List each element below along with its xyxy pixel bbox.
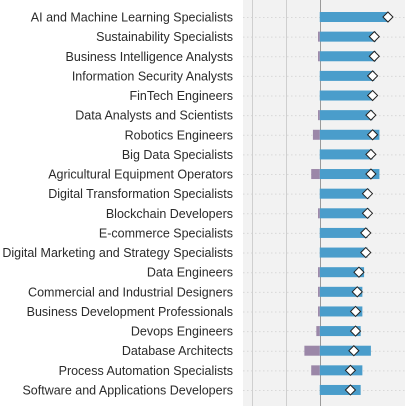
net-marker bbox=[366, 70, 379, 82]
bar-negative bbox=[318, 51, 320, 62]
bar-positive bbox=[319, 227, 368, 238]
bar-negative bbox=[312, 129, 320, 140]
net-marker bbox=[351, 286, 363, 298]
bar-positive bbox=[319, 51, 377, 62]
category-label: Big Data Specialists bbox=[122, 148, 233, 162]
net-marker bbox=[365, 109, 377, 121]
net-marker bbox=[353, 266, 365, 278]
bar-positive bbox=[319, 31, 377, 42]
bar-negative bbox=[304, 345, 320, 356]
category-label: Devops Engineers bbox=[131, 325, 233, 339]
bar-positive bbox=[319, 169, 380, 180]
category-label: Sustainability Specialists bbox=[96, 30, 233, 44]
bar-positive bbox=[319, 384, 361, 395]
net-marker bbox=[344, 384, 357, 396]
net-marker bbox=[366, 89, 379, 102]
bar-positive bbox=[319, 345, 371, 356]
category-label: Robotics Engineers bbox=[125, 128, 233, 142]
net-marker bbox=[349, 325, 362, 337]
net-marker bbox=[365, 148, 377, 161]
net-marker bbox=[361, 207, 374, 220]
bar-positive bbox=[319, 110, 373, 121]
category-label: E-commerce Specialists bbox=[99, 226, 233, 240]
bar-positive bbox=[319, 90, 373, 101]
bar-positive bbox=[319, 247, 368, 258]
bar-positive bbox=[319, 188, 370, 199]
bar-positive bbox=[319, 326, 361, 337]
category-label: Information Security Analysts bbox=[72, 69, 233, 83]
bar-positive bbox=[319, 149, 373, 160]
category-label: AI and Machine Learning Specialists bbox=[31, 11, 233, 25]
net-marker bbox=[344, 364, 357, 377]
net-marker bbox=[361, 187, 374, 200]
bar-positive bbox=[319, 208, 370, 219]
bar-negative bbox=[318, 306, 320, 317]
bar-negative bbox=[318, 208, 320, 219]
bar-negative bbox=[318, 267, 320, 278]
bar-negative bbox=[318, 110, 320, 121]
plot-area bbox=[243, 0, 405, 406]
bar-positive bbox=[319, 12, 388, 22]
category-label: Data Analysts and Scientists bbox=[75, 109, 233, 123]
net-marker bbox=[348, 345, 360, 357]
net-marker bbox=[382, 11, 394, 23]
net-marker bbox=[365, 168, 377, 180]
bar-positive bbox=[319, 306, 363, 317]
bar-positive bbox=[319, 267, 365, 278]
net-marker bbox=[360, 246, 372, 259]
category-label: Commercial and Industrial Designers bbox=[28, 285, 233, 299]
category-label: Database Architects bbox=[122, 344, 233, 358]
bar-negative bbox=[318, 286, 320, 297]
net-marker bbox=[366, 129, 379, 141]
bar-positive bbox=[319, 365, 363, 376]
net-marker bbox=[360, 227, 372, 239]
net-marker bbox=[368, 30, 381, 43]
category-label: Agricultural Equipment Operators bbox=[48, 168, 233, 182]
net-marker bbox=[349, 305, 362, 318]
bar-positive bbox=[319, 70, 375, 81]
category-label: Digital Transformation Specialists bbox=[48, 187, 233, 201]
bar-positive bbox=[319, 129, 380, 140]
category-label: Software and Applications Developers bbox=[22, 383, 233, 397]
category-label: Digital Marketing and Strategy Specialis… bbox=[2, 246, 233, 260]
bar-positive bbox=[319, 286, 363, 297]
category-label: Business Development Professionals bbox=[27, 305, 233, 319]
bar-negative bbox=[316, 326, 320, 337]
bar-negative bbox=[311, 169, 320, 180]
category-label: Blockchain Developers bbox=[106, 207, 233, 221]
category-label: Data Engineers bbox=[147, 266, 233, 280]
bar-negative bbox=[311, 365, 320, 376]
category-label: Process Automation Specialists bbox=[59, 364, 233, 378]
category-label: Business Intelligence Analysts bbox=[66, 50, 233, 64]
bar-negative bbox=[318, 31, 320, 42]
net-marker bbox=[368, 50, 381, 62]
category-label: FinTech Engineers bbox=[129, 89, 233, 103]
